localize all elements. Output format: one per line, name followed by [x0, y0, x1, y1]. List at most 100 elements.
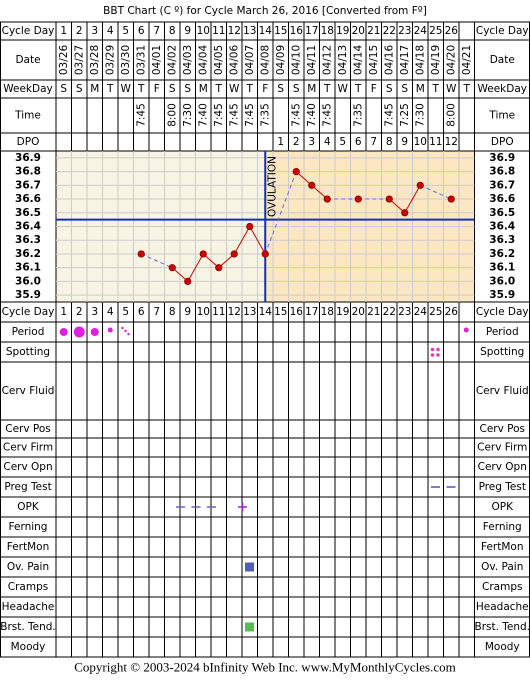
y-tick-label: 36.3 [489, 234, 515, 246]
row-label: Cerv Pos [5, 423, 51, 435]
y-tick-label: 36.5 [489, 207, 515, 219]
period-mark [127, 332, 130, 336]
date: 04/14 [352, 45, 364, 76]
row-label: Headache [2, 601, 55, 613]
cycle-day: 12 [228, 25, 241, 37]
row-label: WeekDay [477, 83, 527, 95]
time: 7:45 [321, 103, 333, 127]
cycle-day: 4 [107, 306, 114, 318]
date: 04/02 [166, 45, 178, 75]
row-label: Moody [485, 641, 520, 653]
weekday: S [386, 83, 393, 95]
weekday: W [229, 83, 240, 95]
time: 7:30 [414, 103, 426, 127]
weekday: F [262, 83, 268, 95]
cycle-day: 7 [153, 25, 160, 37]
cycle-day: 17 [305, 25, 318, 37]
y-tick-label: 36.8 [489, 166, 515, 178]
cycle-day: 21 [367, 306, 380, 318]
cycle-day: 25 [429, 25, 442, 37]
period-mark [463, 327, 469, 333]
y-tick-label: 36.9 [489, 152, 515, 164]
time: 7:45 [244, 103, 256, 127]
temperature-point [246, 222, 254, 231]
date: 04/15 [368, 45, 380, 75]
date: 03/29 [104, 45, 116, 75]
cycle-day: 9 [184, 25, 191, 37]
cycle-day: 13 [243, 306, 256, 318]
row-label: Cycle Day [2, 306, 55, 318]
row-label: WeekDay [3, 83, 53, 95]
y-tick-label: 36.8 [15, 166, 41, 178]
cycle-day: 5 [122, 25, 129, 37]
row-label: Cerv Pos [479, 423, 525, 435]
date: 03/27 [73, 45, 85, 75]
weekday: T [354, 83, 362, 95]
date: 04/07 [244, 45, 256, 75]
spotting-mark [430, 347, 435, 352]
date: 04/13 [337, 45, 349, 75]
date: 04/16 [383, 45, 395, 76]
cycle-day: 7 [153, 306, 160, 318]
weekday: T [463, 83, 471, 95]
date: 04/19 [430, 45, 442, 75]
temperature-point [215, 264, 223, 272]
temperature-point [308, 181, 316, 189]
cycle-day: 18 [321, 25, 334, 37]
weekday: S [293, 83, 300, 95]
date: 04/11 [306, 45, 318, 75]
weekday: W [338, 83, 349, 95]
weekday: M [199, 83, 208, 95]
temperature-point [261, 250, 269, 258]
weekday: W [446, 83, 457, 95]
row-label: Ov. Pain [7, 561, 49, 573]
period-mark [124, 329, 127, 333]
period-mark [59, 328, 68, 336]
spotting-mark [436, 347, 440, 352]
period-mark [121, 326, 124, 330]
weekday: T [432, 83, 440, 95]
cycle-day: 14 [259, 25, 273, 37]
row-label: Headache [476, 601, 529, 613]
cycle-day: 19 [336, 25, 349, 37]
time: 7:25 [399, 103, 411, 127]
row-label: Date [490, 54, 515, 66]
cycle-day: 6 [138, 306, 145, 318]
row-label: Date [15, 54, 40, 66]
weekday: M [307, 83, 316, 95]
date: 04/18 [414, 45, 426, 75]
y-tick-label: 36.9 [15, 152, 41, 164]
cycle-day: 26 [445, 306, 459, 318]
dpo: 2 [293, 136, 300, 148]
opk-mark [238, 502, 247, 512]
ov-pain-mark [245, 562, 254, 572]
cycle-day: 20 [352, 25, 365, 37]
cycle-day: 1 [60, 306, 67, 318]
row-label: Cramps [8, 581, 48, 593]
date: 04/04 [197, 45, 209, 76]
y-tick-label: 36.7 [489, 179, 515, 191]
dpo: 9 [401, 136, 408, 148]
weekday: S [60, 83, 67, 95]
weekday: S [184, 83, 191, 95]
temperature-point [401, 209, 409, 217]
row-label: Period [12, 326, 45, 338]
row-label: Cerv Opn [3, 461, 52, 473]
y-tick-label: 36.0 [15, 275, 41, 287]
time: 7:35 [259, 103, 271, 127]
date: 04/03 [182, 45, 194, 75]
dpo: 7 [370, 136, 377, 148]
row-label: Cerv Firm [477, 442, 527, 454]
ovulation-label: OVULATION [266, 156, 278, 217]
dpo: 12 [445, 136, 458, 148]
temperature-point [447, 195, 455, 203]
time: 7:45 [135, 103, 147, 127]
row-label: Cerv Opn [478, 461, 527, 473]
time: 7:45 [213, 103, 225, 127]
cycle-day: 4 [107, 25, 114, 37]
cycle-day: 24 [414, 25, 428, 37]
content: Cycle Day Cycle Day Date Date WeekDay WeekDay… [0, 25, 530, 653]
time: 7:40 [306, 103, 318, 127]
temperature-point [199, 250, 207, 258]
